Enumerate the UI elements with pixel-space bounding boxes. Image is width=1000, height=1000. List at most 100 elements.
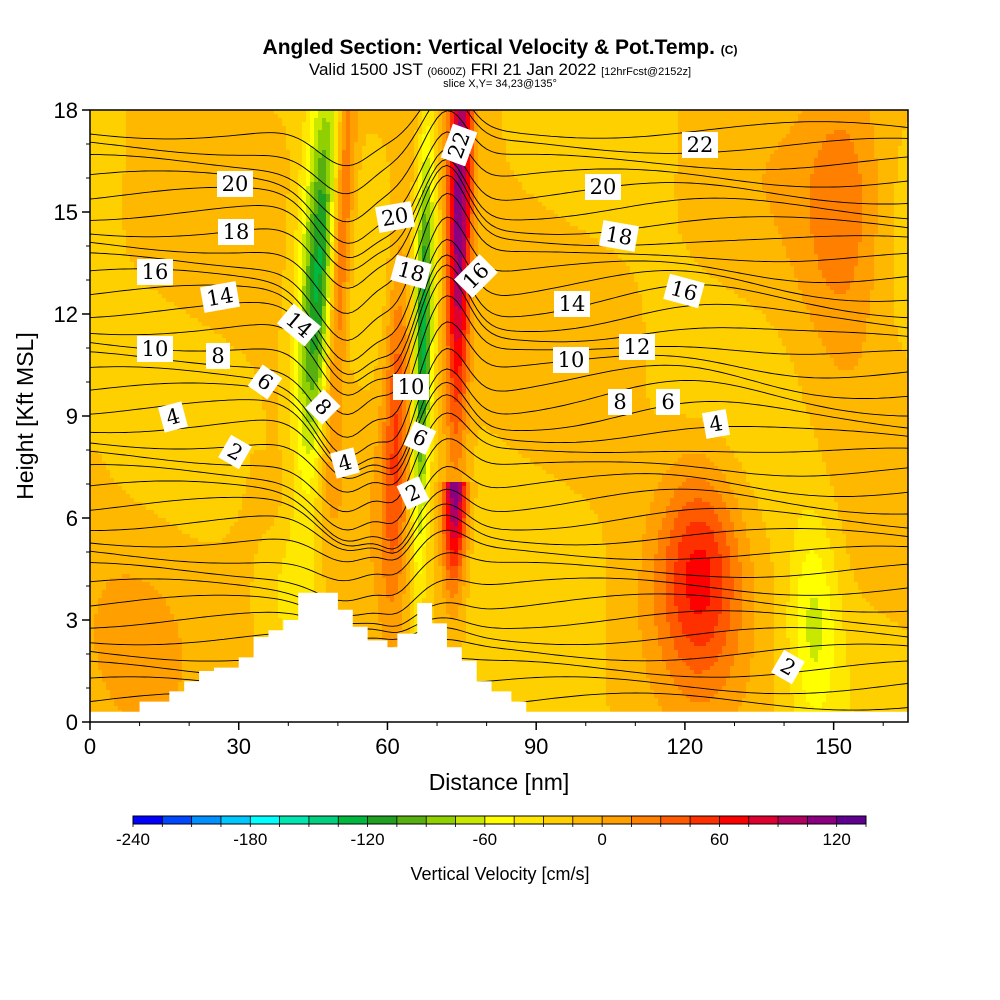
velocity-cell (122, 222, 127, 227)
velocity-cell (102, 498, 107, 503)
velocity-cell (166, 398, 171, 403)
velocity-cell (166, 198, 171, 203)
velocity-cell (94, 234, 99, 239)
velocity-cell (90, 570, 95, 575)
velocity-cell (134, 570, 139, 575)
velocity-cell (182, 430, 187, 435)
velocity-cell (114, 278, 119, 283)
velocity-cell (138, 466, 143, 471)
velocity-cell (130, 346, 135, 351)
velocity-cell (146, 690, 151, 695)
velocity-cell (186, 582, 191, 587)
velocity-cell (154, 234, 159, 239)
velocity-cell (98, 490, 103, 495)
velocity-cell (90, 630, 95, 635)
velocity-cell (130, 270, 135, 275)
velocity-cell (146, 494, 151, 499)
velocity-cell (170, 518, 175, 523)
velocity-cell (94, 706, 99, 711)
velocity-cell (134, 150, 139, 155)
velocity-cell (126, 454, 131, 459)
velocity-cell (150, 490, 155, 495)
velocity-cell (114, 550, 119, 555)
velocity-cell (170, 494, 175, 499)
velocity-cell (134, 274, 139, 279)
velocity-cell (158, 194, 163, 199)
velocity-cell (98, 410, 103, 415)
velocity-cell (186, 338, 191, 343)
velocity-cell (126, 286, 131, 291)
velocity-cell (110, 178, 115, 183)
velocity-cell (106, 390, 111, 395)
velocity-cell (118, 358, 123, 363)
velocity-cell (122, 550, 127, 555)
velocity-cell (182, 322, 187, 327)
velocity-cell (154, 182, 159, 187)
velocity-cell (146, 482, 151, 487)
velocity-cell (126, 282, 131, 287)
velocity-cell (94, 342, 99, 347)
velocity-cell (122, 174, 127, 179)
velocity-cell (158, 578, 163, 583)
velocity-cell (174, 182, 179, 187)
velocity-cell (134, 538, 139, 543)
velocity-cell (110, 522, 115, 527)
velocity-cell (170, 550, 175, 555)
velocity-cell (166, 562, 171, 567)
velocity-cell (114, 214, 119, 219)
velocity-cell (190, 454, 195, 459)
velocity-cell (114, 518, 119, 523)
velocity-cell (186, 298, 191, 303)
velocity-cell (214, 382, 219, 387)
velocity-cell (94, 114, 99, 119)
velocity-cell (150, 658, 155, 663)
velocity-cell (202, 434, 207, 439)
velocity-cell (162, 362, 167, 367)
velocity-cell (146, 314, 151, 319)
velocity-cell (218, 470, 223, 475)
velocity-cell (198, 118, 203, 123)
velocity-cell (214, 450, 219, 455)
velocity-cell (146, 394, 151, 399)
velocity-cell (126, 526, 131, 531)
velocity-cell (130, 594, 135, 599)
velocity-cell (114, 686, 119, 691)
velocity-cell (166, 386, 171, 391)
velocity-cell (122, 666, 127, 671)
velocity-cell (134, 170, 139, 175)
velocity-cell (130, 494, 135, 499)
velocity-cell (158, 114, 163, 119)
velocity-cell (178, 494, 183, 499)
velocity-cell (194, 458, 199, 463)
velocity-cell (110, 358, 115, 363)
velocity-cell (118, 154, 123, 159)
velocity-cell (102, 506, 107, 511)
velocity-cell (194, 122, 199, 127)
velocity-cell (146, 682, 151, 687)
velocity-cell (130, 290, 135, 295)
velocity-cell (114, 682, 119, 687)
velocity-cell (174, 218, 179, 223)
velocity-cell (114, 342, 119, 347)
velocity-cell (162, 658, 167, 663)
velocity-cell (206, 182, 211, 187)
velocity-cell (98, 114, 103, 119)
velocity-cell (122, 518, 127, 523)
velocity-cell (90, 466, 95, 471)
velocity-cell (166, 462, 171, 467)
velocity-cell (158, 142, 163, 147)
velocity-cell (218, 314, 223, 319)
velocity-cell (154, 330, 159, 335)
velocity-cell (146, 110, 151, 115)
velocity-cell (190, 630, 195, 635)
velocity-cell (166, 302, 171, 307)
velocity-cell (190, 466, 195, 471)
velocity-cell (146, 426, 151, 431)
velocity-cell (98, 274, 103, 279)
velocity-cell (178, 450, 183, 455)
velocity-cell (194, 202, 199, 207)
velocity-cell (122, 614, 127, 619)
velocity-cell (150, 674, 155, 679)
velocity-cell (138, 322, 143, 327)
velocity-cell (186, 294, 191, 299)
